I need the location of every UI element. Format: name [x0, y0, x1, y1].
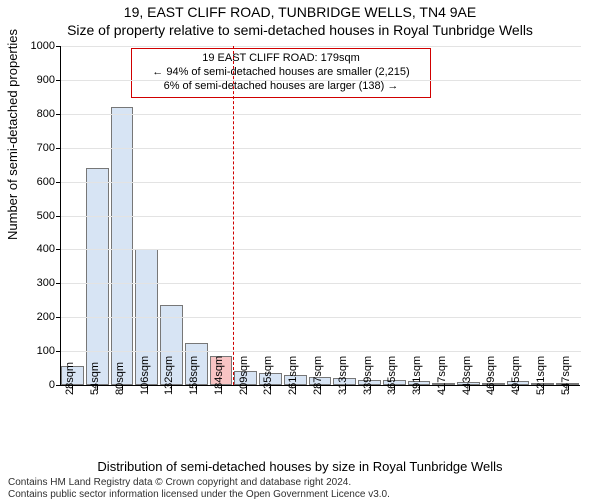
gridline — [61, 216, 581, 217]
ytick-mark — [56, 283, 61, 284]
xtick-label: 132sqm — [163, 356, 175, 395]
ytick-label: 300 — [37, 277, 55, 289]
page-title-line1: 19, EAST CLIFF ROAD, TUNBRIDGE WELLS, TN… — [0, 4, 600, 20]
xtick-label: 495sqm — [510, 356, 522, 395]
ytick-mark — [56, 351, 61, 352]
y-axis-label: Number of semi-detached properties — [5, 29, 20, 240]
property-marker-line — [233, 46, 234, 385]
ytick-label: 600 — [37, 176, 55, 188]
gridline — [61, 46, 581, 47]
bar — [86, 168, 109, 385]
ytick-label: 400 — [37, 243, 55, 255]
ytick-label: 700 — [37, 142, 55, 154]
gridline — [61, 182, 581, 183]
ytick-mark — [56, 385, 61, 386]
xtick-label: 158sqm — [188, 356, 200, 395]
xtick-label: 235sqm — [262, 356, 274, 395]
xtick-label: 365sqm — [386, 356, 398, 395]
xtick-label: 261sqm — [287, 356, 299, 395]
xtick-label: 547sqm — [560, 356, 572, 395]
callout-line1: 19 EAST CLIFF ROAD: 179sqm — [138, 52, 424, 66]
x-axis-label: Distribution of semi-detached houses by … — [0, 459, 600, 474]
footer-line1: Contains HM Land Registry data © Crown c… — [8, 477, 592, 489]
gridline — [61, 80, 581, 81]
gridline — [61, 283, 581, 284]
xtick-label: 469sqm — [485, 356, 497, 395]
xtick-label: 339sqm — [362, 356, 374, 395]
xtick-label: 54sqm — [89, 362, 101, 395]
xtick-label: 80sqm — [114, 362, 126, 395]
histogram-plot: 19 EAST CLIFF ROAD: 179sqm ← 94% of semi… — [60, 46, 580, 386]
xtick-label: 417sqm — [436, 356, 448, 395]
ytick-mark — [56, 317, 61, 318]
xtick-label: 313sqm — [337, 356, 349, 395]
ytick-mark — [56, 216, 61, 217]
bar — [111, 107, 134, 385]
xtick-label: 28sqm — [64, 362, 76, 395]
footer: Contains HM Land Registry data © Crown c… — [8, 477, 592, 500]
gridline — [61, 351, 581, 352]
gridline — [61, 148, 581, 149]
ytick-label: 500 — [37, 210, 55, 222]
gridline — [61, 114, 581, 115]
callout-line3: 6% of semi-detached houses are larger (1… — [138, 80, 424, 94]
xtick-label: 287sqm — [312, 356, 324, 395]
xtick-label: 209sqm — [238, 356, 250, 395]
ytick-label: 0 — [49, 379, 55, 391]
xtick-label: 443sqm — [461, 356, 473, 395]
footer-line2: Contains public sector information licen… — [8, 489, 592, 500]
gridline — [61, 317, 581, 318]
ytick-label: 1000 — [31, 40, 55, 52]
gridline — [61, 249, 581, 250]
ytick-mark — [56, 249, 61, 250]
xtick-label: 106sqm — [139, 356, 151, 395]
callout-box: 19 EAST CLIFF ROAD: 179sqm ← 94% of semi… — [131, 48, 431, 98]
ytick-mark — [56, 182, 61, 183]
page-title-line2: Size of property relative to semi-detach… — [0, 22, 600, 38]
ytick-label: 200 — [37, 311, 55, 323]
xtick-label: 184sqm — [213, 356, 225, 395]
ytick-label: 800 — [37, 108, 55, 120]
xtick-label: 521sqm — [535, 356, 547, 395]
ytick-mark — [56, 80, 61, 81]
ytick-mark — [56, 148, 61, 149]
xtick-label: 391sqm — [411, 356, 423, 395]
ytick-label: 100 — [37, 345, 55, 357]
ytick-mark — [56, 114, 61, 115]
callout-line2: ← 94% of semi-detached houses are smalle… — [138, 66, 424, 80]
ytick-label: 900 — [37, 74, 55, 86]
ytick-mark — [56, 46, 61, 47]
